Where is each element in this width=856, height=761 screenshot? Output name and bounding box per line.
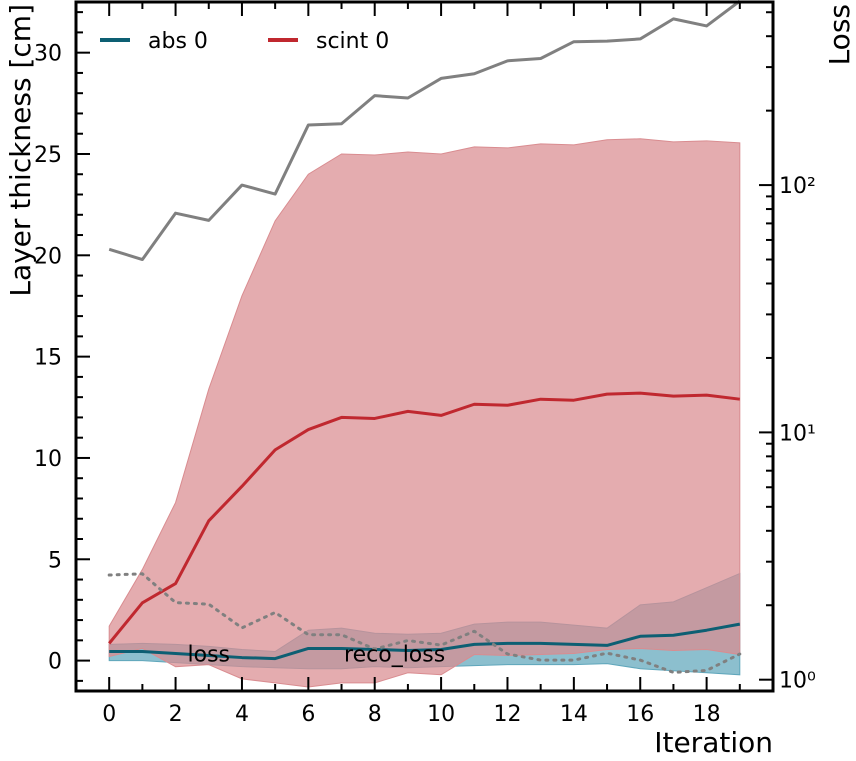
x-axis-ticks: 0 2 4 6 8 10 12 14 16 18 bbox=[75, 2, 774, 727]
y-tick-label: 5 bbox=[48, 548, 62, 573]
inline-labels: loss reco_loss bbox=[188, 643, 446, 668]
series-lines bbox=[107, 0, 742, 674]
y-tick-label: 30 bbox=[34, 42, 62, 67]
x-tick-label: 6 bbox=[301, 702, 315, 727]
legend: abs 0 scint 0 bbox=[100, 29, 389, 54]
x-tick-label: 14 bbox=[560, 702, 588, 727]
y-tick-label: 10 bbox=[34, 447, 62, 472]
line-loss bbox=[108, 0, 741, 262]
y2-axis-ticks: 10⁰ 10¹ 10² bbox=[759, 11, 816, 694]
x-tick-label: 4 bbox=[235, 702, 249, 727]
y2-tick-label: 10⁰ bbox=[779, 669, 816, 694]
line-reco-loss bbox=[107, 572, 742, 674]
y-tick-label: 25 bbox=[34, 143, 62, 168]
x-tick-label: 16 bbox=[626, 702, 654, 727]
line-abs-0 bbox=[109, 622, 741, 661]
x-tick-label: 8 bbox=[368, 702, 382, 727]
y-tick-label: 20 bbox=[34, 244, 62, 269]
x-tick-label: 10 bbox=[427, 702, 455, 727]
legend-label-scint-0: scint 0 bbox=[316, 29, 389, 54]
inline-label-loss: loss bbox=[188, 643, 231, 668]
legend-label-abs-0: abs 0 bbox=[148, 29, 208, 54]
line-scint-0 bbox=[108, 391, 740, 645]
y-axis-ticks: 0 5 10 15 20 25 30 bbox=[34, 11, 90, 682]
x-tick-label: 2 bbox=[169, 702, 183, 727]
x-tick-label: 18 bbox=[693, 702, 721, 727]
x-tick-label: 12 bbox=[493, 702, 521, 727]
y2-tick-label: 10² bbox=[779, 174, 816, 199]
inline-label-reco-loss: reco_loss bbox=[344, 643, 445, 668]
y2-axis-title: Loss bbox=[823, 4, 856, 65]
y2-tick-label: 10¹ bbox=[779, 421, 816, 446]
plot-frame bbox=[74, 0, 775, 693]
x-axis-title: Iteration bbox=[654, 726, 773, 759]
x-tick-label: 0 bbox=[102, 702, 116, 727]
y-tick-label: 15 bbox=[34, 346, 62, 371]
y-axis-title: Layer thickness [cm] bbox=[4, 4, 37, 297]
y-tick-label: 0 bbox=[48, 650, 62, 675]
